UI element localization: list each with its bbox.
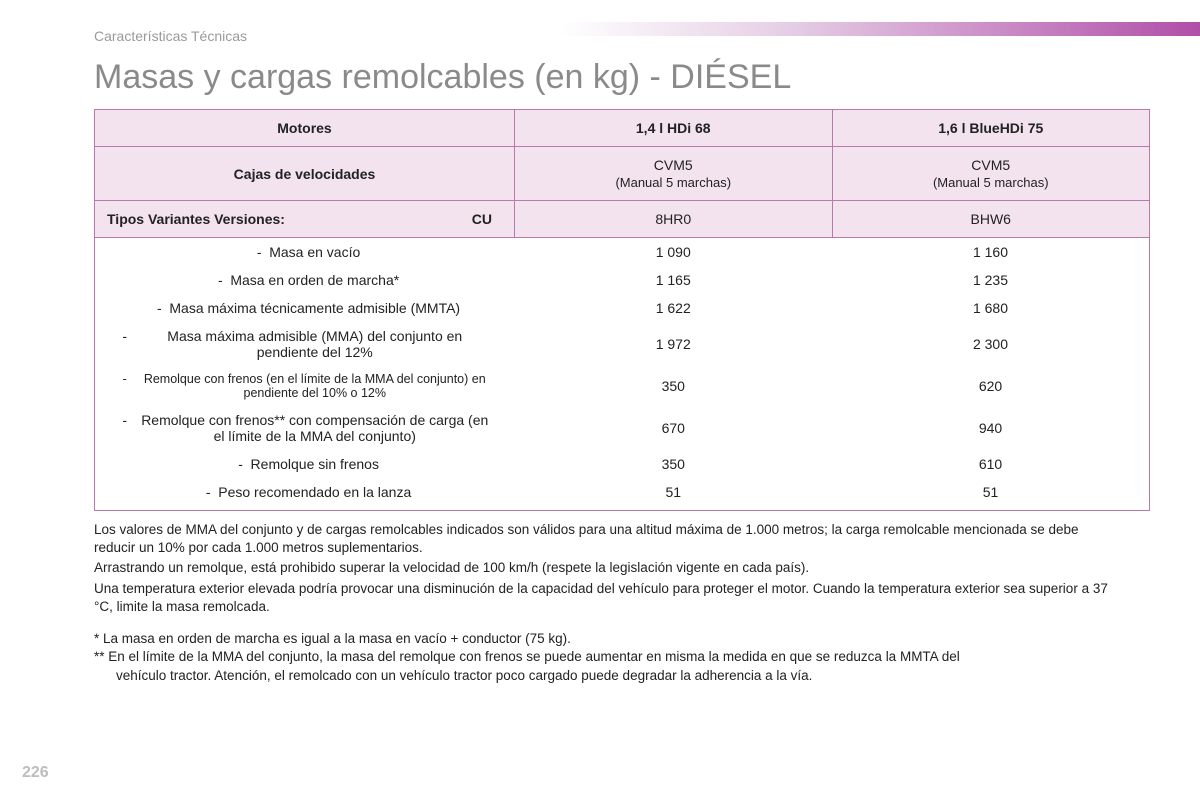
row-value: 670 <box>515 406 833 450</box>
row-value: 1 090 <box>515 238 833 267</box>
page-number: 226 <box>22 764 49 782</box>
note-text: Los valores de MMA del conjunto y de car… <box>94 521 1110 557</box>
gearbox-desc: (Manual 5 marchas) <box>845 175 1138 190</box>
table-row: -Remolque sin frenos 350 610 <box>95 450 1150 478</box>
variants-label: Tipos Variantes Versiones: <box>107 211 285 227</box>
table-row: -Peso recomendado en la lanza 51 51 <box>95 478 1150 511</box>
footnotes-block: * La masa en orden de marcha es igual a … <box>94 630 1150 685</box>
row-value: 620 <box>832 366 1150 406</box>
row-value: 1 972 <box>515 322 833 366</box>
footnote-text: ** En el límite de la MMA del conjunto, … <box>94 648 1110 684</box>
row-value: 51 <box>515 478 833 511</box>
row-value: 610 <box>832 450 1150 478</box>
col-variant-1: 8HR0 <box>515 201 833 238</box>
row-value: 2 300 <box>832 322 1150 366</box>
row-value: 350 <box>515 366 833 406</box>
row-label: -Remolque con frenos** con compensación … <box>95 406 515 450</box>
col-label-gearbox: Cajas de velocidades <box>95 147 515 201</box>
col-engine-1: 1,4 l HDi 68 <box>515 110 833 147</box>
table-row: -Remolque con frenos** con compensación … <box>95 406 1150 450</box>
header-accent-bar <box>560 22 1200 36</box>
row-label: -Peso recomendado en la lanza <box>95 478 515 511</box>
variants-cu: CU <box>472 211 502 227</box>
row-value: 940 <box>832 406 1150 450</box>
col-gearbox-1: CVM5 (Manual 5 marchas) <box>515 147 833 201</box>
spec-table: Motores 1,4 l HDi 68 1,6 l BlueHDi 75 Ca… <box>94 109 1150 511</box>
col-label-variants: Tipos Variantes Versiones: CU <box>95 201 515 238</box>
page-title: Masas y cargas remolcables (en kg) - DIÉ… <box>94 58 1150 97</box>
col-engine-2: 1,6 l BlueHDi 75 <box>832 110 1150 147</box>
row-label: -Masa en orden de marcha* <box>95 266 515 294</box>
table-header-row: Tipos Variantes Versiones: CU 8HR0 BHW6 <box>95 201 1150 238</box>
row-label: -Masa máxima admisible (MMA) del conjunt… <box>95 322 515 366</box>
gearbox-code: CVM5 <box>971 157 1010 173</box>
notes-block: Los valores de MMA del conjunto y de car… <box>94 521 1150 616</box>
row-label: -Remolque sin frenos <box>95 450 515 478</box>
row-label: -Masa en vacío <box>95 238 515 267</box>
note-text: Una temperatura exterior elevada podría … <box>94 580 1110 616</box>
row-label: -Masa máxima técnicamente admisible (MMT… <box>95 294 515 322</box>
table-header-row: Motores 1,4 l HDi 68 1,6 l BlueHDi 75 <box>95 110 1150 147</box>
col-variant-2: BHW6 <box>832 201 1150 238</box>
table-row: -Masa máxima admisible (MMA) del conjunt… <box>95 322 1150 366</box>
page: Características Técnicas Masas y cargas … <box>0 0 1200 800</box>
row-value: 1 165 <box>515 266 833 294</box>
row-value: 350 <box>515 450 833 478</box>
col-label-motores: Motores <box>95 110 515 147</box>
gearbox-desc: (Manual 5 marchas) <box>527 175 820 190</box>
row-value: 1 235 <box>832 266 1150 294</box>
note-text: Arrastrando un remolque, está prohibido … <box>94 559 1110 577</box>
row-label: -Remolque con frenos (en el límite de la… <box>95 366 515 406</box>
row-value: 1 680 <box>832 294 1150 322</box>
row-value: 1 622 <box>515 294 833 322</box>
footnote-text: * La masa en orden de marcha es igual a … <box>94 630 1110 648</box>
table-header-row: Cajas de velocidades CVM5 (Manual 5 marc… <box>95 147 1150 201</box>
col-gearbox-2: CVM5 (Manual 5 marchas) <box>832 147 1150 201</box>
gearbox-code: CVM5 <box>654 157 693 173</box>
table-row: -Masa en vacío 1 090 1 160 <box>95 238 1150 267</box>
table-row: -Masa máxima técnicamente admisible (MMT… <box>95 294 1150 322</box>
row-value: 51 <box>832 478 1150 511</box>
row-value: 1 160 <box>832 238 1150 267</box>
table-row: -Remolque con frenos (en el límite de la… <box>95 366 1150 406</box>
table-row: -Masa en orden de marcha* 1 165 1 235 <box>95 266 1150 294</box>
